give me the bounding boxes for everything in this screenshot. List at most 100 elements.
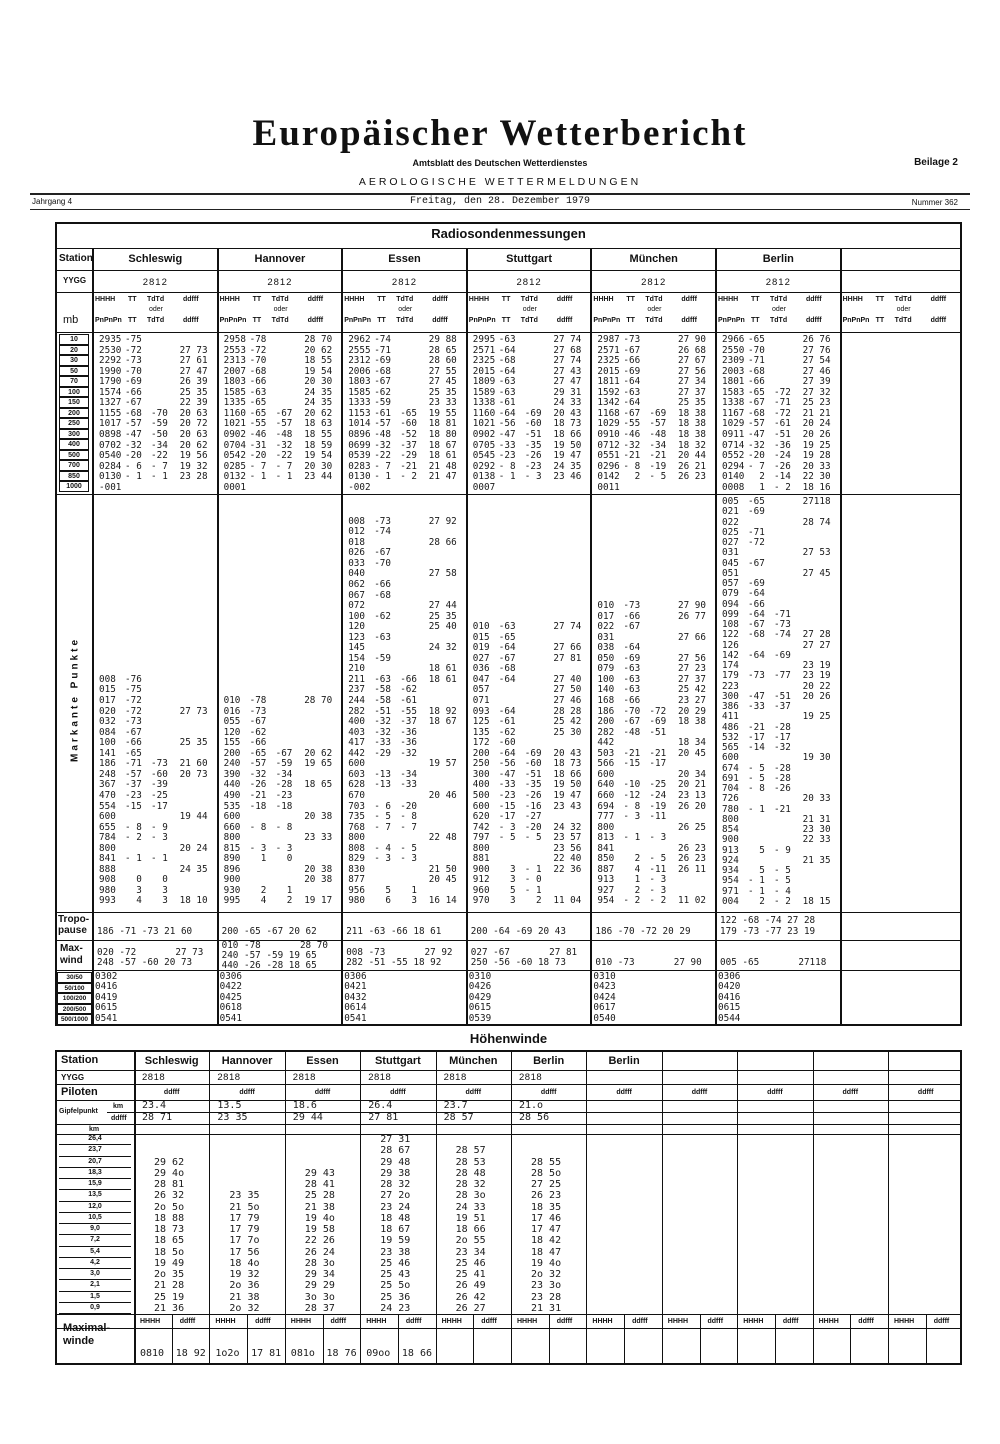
col-ddfff: ddfff bbox=[632, 1318, 648, 1325]
height: 1583 bbox=[722, 386, 745, 398]
height: 390 bbox=[223, 768, 241, 780]
gipfelpunkt-km: 21.o bbox=[519, 1100, 544, 1111]
significant-point-row: 566 -15 -17 bbox=[593, 759, 712, 770]
standard-level-row: 1017 -57 -59 20 72 bbox=[95, 419, 214, 430]
column-divider bbox=[774, 1314, 776, 1363]
wind: 20 38 bbox=[304, 874, 333, 886]
temperature: - 3 bbox=[498, 821, 516, 833]
altitude-level: 23,7 bbox=[59, 1145, 131, 1157]
significant-point-row: 660 - 8 - 8 bbox=[220, 822, 339, 834]
height: 021 bbox=[722, 506, 739, 518]
dewpoint: - 1 bbox=[524, 863, 542, 875]
height: 674 bbox=[722, 762, 739, 774]
temperature: -70 bbox=[125, 365, 142, 377]
thickness-label: 50/100 bbox=[57, 982, 92, 993]
temperature: -32 bbox=[374, 726, 391, 738]
thickness-value: 0432 bbox=[344, 991, 367, 1003]
wind: 18 81 bbox=[428, 418, 457, 430]
dewpoint: -71 bbox=[774, 608, 791, 620]
height: 0702 bbox=[99, 439, 122, 451]
standard-level-row: -002 bbox=[344, 482, 463, 494]
temperature: -64 bbox=[748, 649, 765, 661]
row-divider bbox=[57, 970, 960, 971]
temperature: - 6 bbox=[125, 460, 142, 472]
height: 0540 bbox=[99, 450, 122, 462]
height: 019 bbox=[472, 642, 490, 654]
wind-value: 27 31 bbox=[380, 1134, 411, 1145]
station-name: Schleswig bbox=[128, 253, 183, 265]
wind-value: 28 3o bbox=[455, 1190, 486, 1202]
height: 186 bbox=[597, 705, 615, 717]
significant-point-row: 125 -61 25 42 bbox=[469, 717, 588, 728]
height: 2530 bbox=[99, 344, 122, 356]
wind-value: 25 36 bbox=[380, 1291, 411, 1303]
temperature: -56 bbox=[498, 418, 516, 430]
dewpoint: 0 bbox=[151, 874, 168, 886]
wind: 20 30 bbox=[304, 376, 333, 388]
dewpoint: -59 bbox=[275, 758, 293, 770]
dewpoint: -74 bbox=[774, 629, 791, 641]
wind: 27 46 bbox=[553, 695, 582, 706]
temperature: - 8 bbox=[498, 460, 516, 472]
col-ddfff: ddfff bbox=[179, 1318, 196, 1325]
wind: 20 45 bbox=[677, 747, 706, 759]
height: 887 bbox=[597, 863, 615, 875]
height: 0551 bbox=[597, 450, 620, 462]
col-ddfff: ddfff bbox=[183, 317, 199, 324]
col-tt: TT bbox=[501, 296, 511, 303]
height: 900 bbox=[223, 874, 241, 886]
temperature: -70 bbox=[623, 705, 641, 717]
wind-value: 18 48 bbox=[380, 1212, 411, 1224]
column-divider bbox=[624, 1314, 626, 1363]
wind-value: 26 42 bbox=[455, 1291, 486, 1303]
standard-level-row: 0898 -47 -50 20 63 bbox=[95, 429, 214, 441]
significant-point-row: 971 - 1 - 4 bbox=[718, 886, 837, 897]
height: 503 bbox=[597, 747, 615, 759]
temperature: 4 bbox=[623, 863, 641, 875]
station-name: Berlin bbox=[762, 253, 794, 265]
significant-point-row: 072 27 44 bbox=[344, 600, 463, 612]
height: 2015 bbox=[472, 365, 496, 377]
temperature: -63 bbox=[374, 673, 391, 685]
col-ddfff: ddfff bbox=[616, 1089, 632, 1096]
height: 168 bbox=[597, 695, 615, 706]
wind-value: 24 23 bbox=[380, 1302, 411, 1314]
station-yygg: 2812 bbox=[142, 277, 168, 288]
temperature: -73 bbox=[125, 716, 142, 728]
wind: 18 55 bbox=[304, 355, 333, 367]
dewpoint: -17 bbox=[151, 800, 168, 812]
temperature: -57 bbox=[125, 418, 142, 430]
wind: 20 62 bbox=[304, 407, 333, 419]
temperature: -57 bbox=[125, 768, 142, 780]
significant-point-row: 100 -66 25 35 bbox=[95, 738, 214, 749]
dewpoint: -55 bbox=[400, 705, 417, 717]
wind-value: 28 57 bbox=[455, 1145, 486, 1157]
temperature: -70 bbox=[249, 355, 267, 367]
label-maximalwinde: Maximal- winde bbox=[63, 1322, 111, 1347]
maxwind-row: 027 -67 27 81 bbox=[470, 947, 578, 958]
dewpoint: -73 bbox=[774, 619, 791, 630]
height: 010 bbox=[223, 695, 241, 706]
significant-point-row: 084 -67 bbox=[95, 727, 214, 739]
wind-value: 19 4o bbox=[531, 1257, 562, 1269]
altitude-level: 20,7 bbox=[59, 1157, 131, 1168]
dewpoint: -11 bbox=[649, 863, 667, 875]
temperature: -74 bbox=[374, 334, 391, 345]
column-divider bbox=[341, 248, 344, 1024]
height: 841 bbox=[99, 853, 116, 865]
temperature: -37 bbox=[125, 779, 142, 791]
significant-point-row: 057 27 50 bbox=[469, 685, 588, 696]
standard-level-row: 2006 -68 27 55 bbox=[344, 366, 463, 378]
temperature: -21 bbox=[623, 747, 641, 759]
temperature: -69 bbox=[748, 506, 765, 518]
significant-point-row: 500 -23 -26 19 47 bbox=[469, 790, 588, 802]
temperature: -65 bbox=[249, 397, 267, 409]
row-divider bbox=[57, 270, 960, 271]
significant-point-row: 223 20 22 bbox=[718, 681, 837, 692]
col-tdtd: TdTd bbox=[770, 317, 788, 324]
wind: 18 38 bbox=[677, 716, 706, 728]
temperature: -67 bbox=[498, 652, 516, 664]
wind: 24 35 bbox=[304, 397, 333, 409]
thickness-value: 0421 bbox=[344, 981, 367, 993]
wind-value: 23 34 bbox=[455, 1246, 486, 1258]
